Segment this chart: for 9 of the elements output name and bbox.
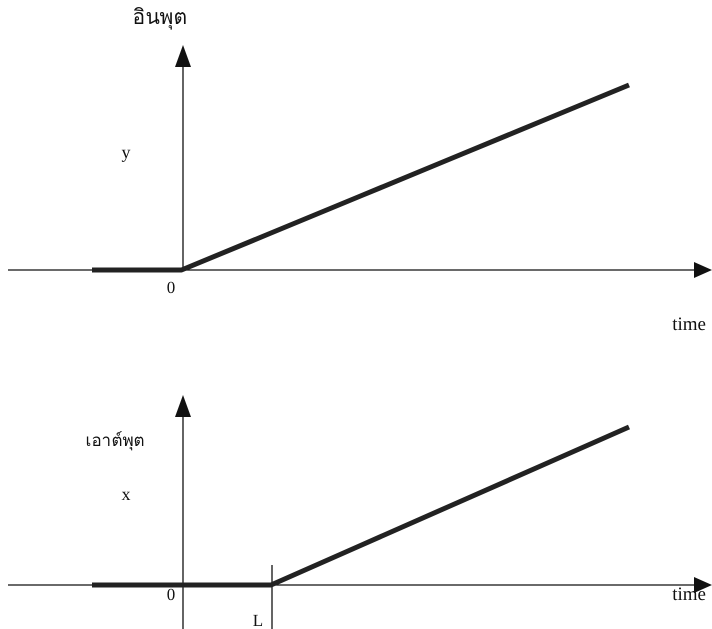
chart-title: เอาต์พุต bbox=[86, 431, 144, 451]
y-axis-title: y bbox=[122, 142, 130, 162]
text: 0 bbox=[166, 278, 176, 297]
text: L bbox=[252, 611, 264, 629]
y-axis-title: x bbox=[122, 484, 130, 504]
x-axis-title: time bbox=[672, 584, 706, 605]
annotation: 0 bbox=[166, 585, 176, 604]
chart-title: อินพุต bbox=[132, 5, 188, 30]
x-axis-title: time bbox=[672, 314, 706, 335]
